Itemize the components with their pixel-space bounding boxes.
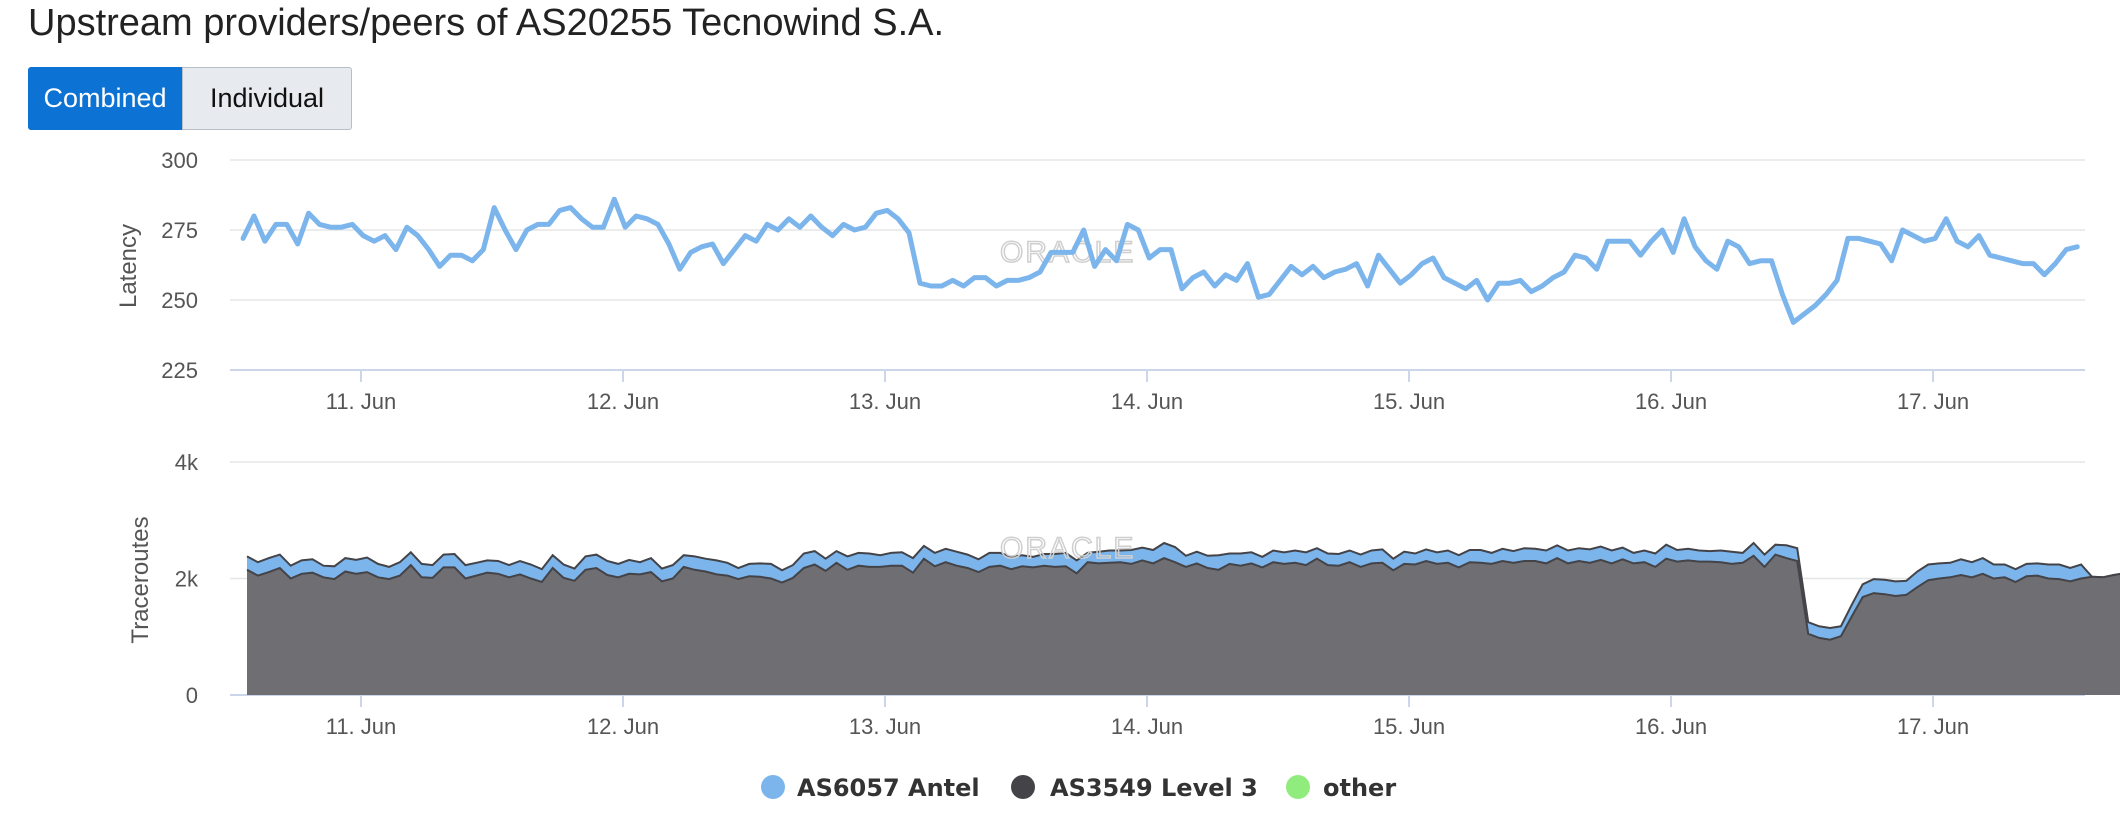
traceroutes-line-antel xyxy=(246,541,2120,630)
traceroutes-line-level3 xyxy=(246,553,2120,641)
traceroutes-x-tick-label: 14. Jun xyxy=(1111,714,1183,739)
legend-marker-antel xyxy=(761,775,785,799)
view-toggle: Combined Individual xyxy=(28,67,352,130)
latency-y-tick-label: 275 xyxy=(161,218,198,243)
latency-x-tick-label: 11. Jun xyxy=(326,389,397,414)
traceroutes-series xyxy=(246,541,2120,695)
traceroutes-x-tick-label: 16. Jun xyxy=(1635,714,1707,739)
traceroutes-watermark: ORACLE xyxy=(1000,532,1135,565)
latency-x-tick-label: 17. Jun xyxy=(1897,389,1969,414)
page-title: Upstream providers/peers of AS20255 Tecn… xyxy=(28,2,945,44)
latency-x-tick-label: 12. Jun xyxy=(587,389,659,414)
traceroutes-x-tick-label: 13. Jun xyxy=(849,714,921,739)
latency-y-tick-label: 250 xyxy=(161,288,198,313)
traceroutes-x-tick-label: 15. Jun xyxy=(1373,714,1445,739)
combined-button[interactable]: Combined xyxy=(28,67,182,130)
latency-x-tick-label: 15. Jun xyxy=(1373,389,1445,414)
traceroutes-x-axis: 11. Jun 12. Jun 13. Jun 14. Jun 15. Jun 16. J… xyxy=(326,695,1969,739)
latency-x-axis: 11. Jun 12. Jun 13. Jun 14. Jun 15. Jun 16. J… xyxy=(326,370,1969,414)
latency-y-tick-label: 300 xyxy=(161,148,198,173)
traceroutes-y-ticks: 0 2k 4k xyxy=(175,450,199,708)
legend-marker-level3 xyxy=(1011,775,1035,799)
traceroutes-axis-title: Traceroutes xyxy=(127,516,154,643)
legend-item-other[interactable]: other xyxy=(1286,774,1396,802)
latency-y-ticks: 225 250 275 300 xyxy=(161,148,198,383)
individual-button[interactable]: Individual xyxy=(182,67,352,130)
legend-item-level3[interactable]: AS3549 Level 3 xyxy=(1011,774,1258,802)
traceroutes-area-level3 xyxy=(247,554,2120,695)
traceroutes-x-tick-label: 11. Jun xyxy=(326,714,397,739)
latency-x-tick-label: 14. Jun xyxy=(1111,389,1183,414)
latency-x-tick-label: 16. Jun xyxy=(1635,389,1707,414)
legend-marker-other xyxy=(1286,775,1310,799)
legend-item-antel[interactable]: AS6057 Antel xyxy=(761,774,980,802)
legend-label-other: other xyxy=(1323,774,1396,802)
latency-y-tick-label: 225 xyxy=(161,358,198,383)
traceroutes-y-tick-label: 2k xyxy=(175,567,199,592)
latency-axis-title: Latency xyxy=(115,224,142,308)
latency-gridlines xyxy=(230,159,2085,371)
legend: AS6057 Antel AS3549 Level 3 other xyxy=(761,774,1396,802)
traceroutes-x-tick-label: 17. Jun xyxy=(1897,714,1969,739)
traceroutes-x-tick-label: 12. Jun xyxy=(587,714,659,739)
latency-series xyxy=(240,196,2080,325)
latency-x-tick-label: 13. Jun xyxy=(849,389,921,414)
legend-label-level3: AS3549 Level 3 xyxy=(1050,774,1258,802)
traceroutes-y-tick-label: 4k xyxy=(175,450,199,475)
legend-label-antel: AS6057 Antel xyxy=(797,774,980,802)
latency-series-antel-line xyxy=(240,196,2080,325)
traceroutes-area-antel xyxy=(247,543,2120,640)
traceroutes-y-tick-label: 0 xyxy=(186,683,198,708)
